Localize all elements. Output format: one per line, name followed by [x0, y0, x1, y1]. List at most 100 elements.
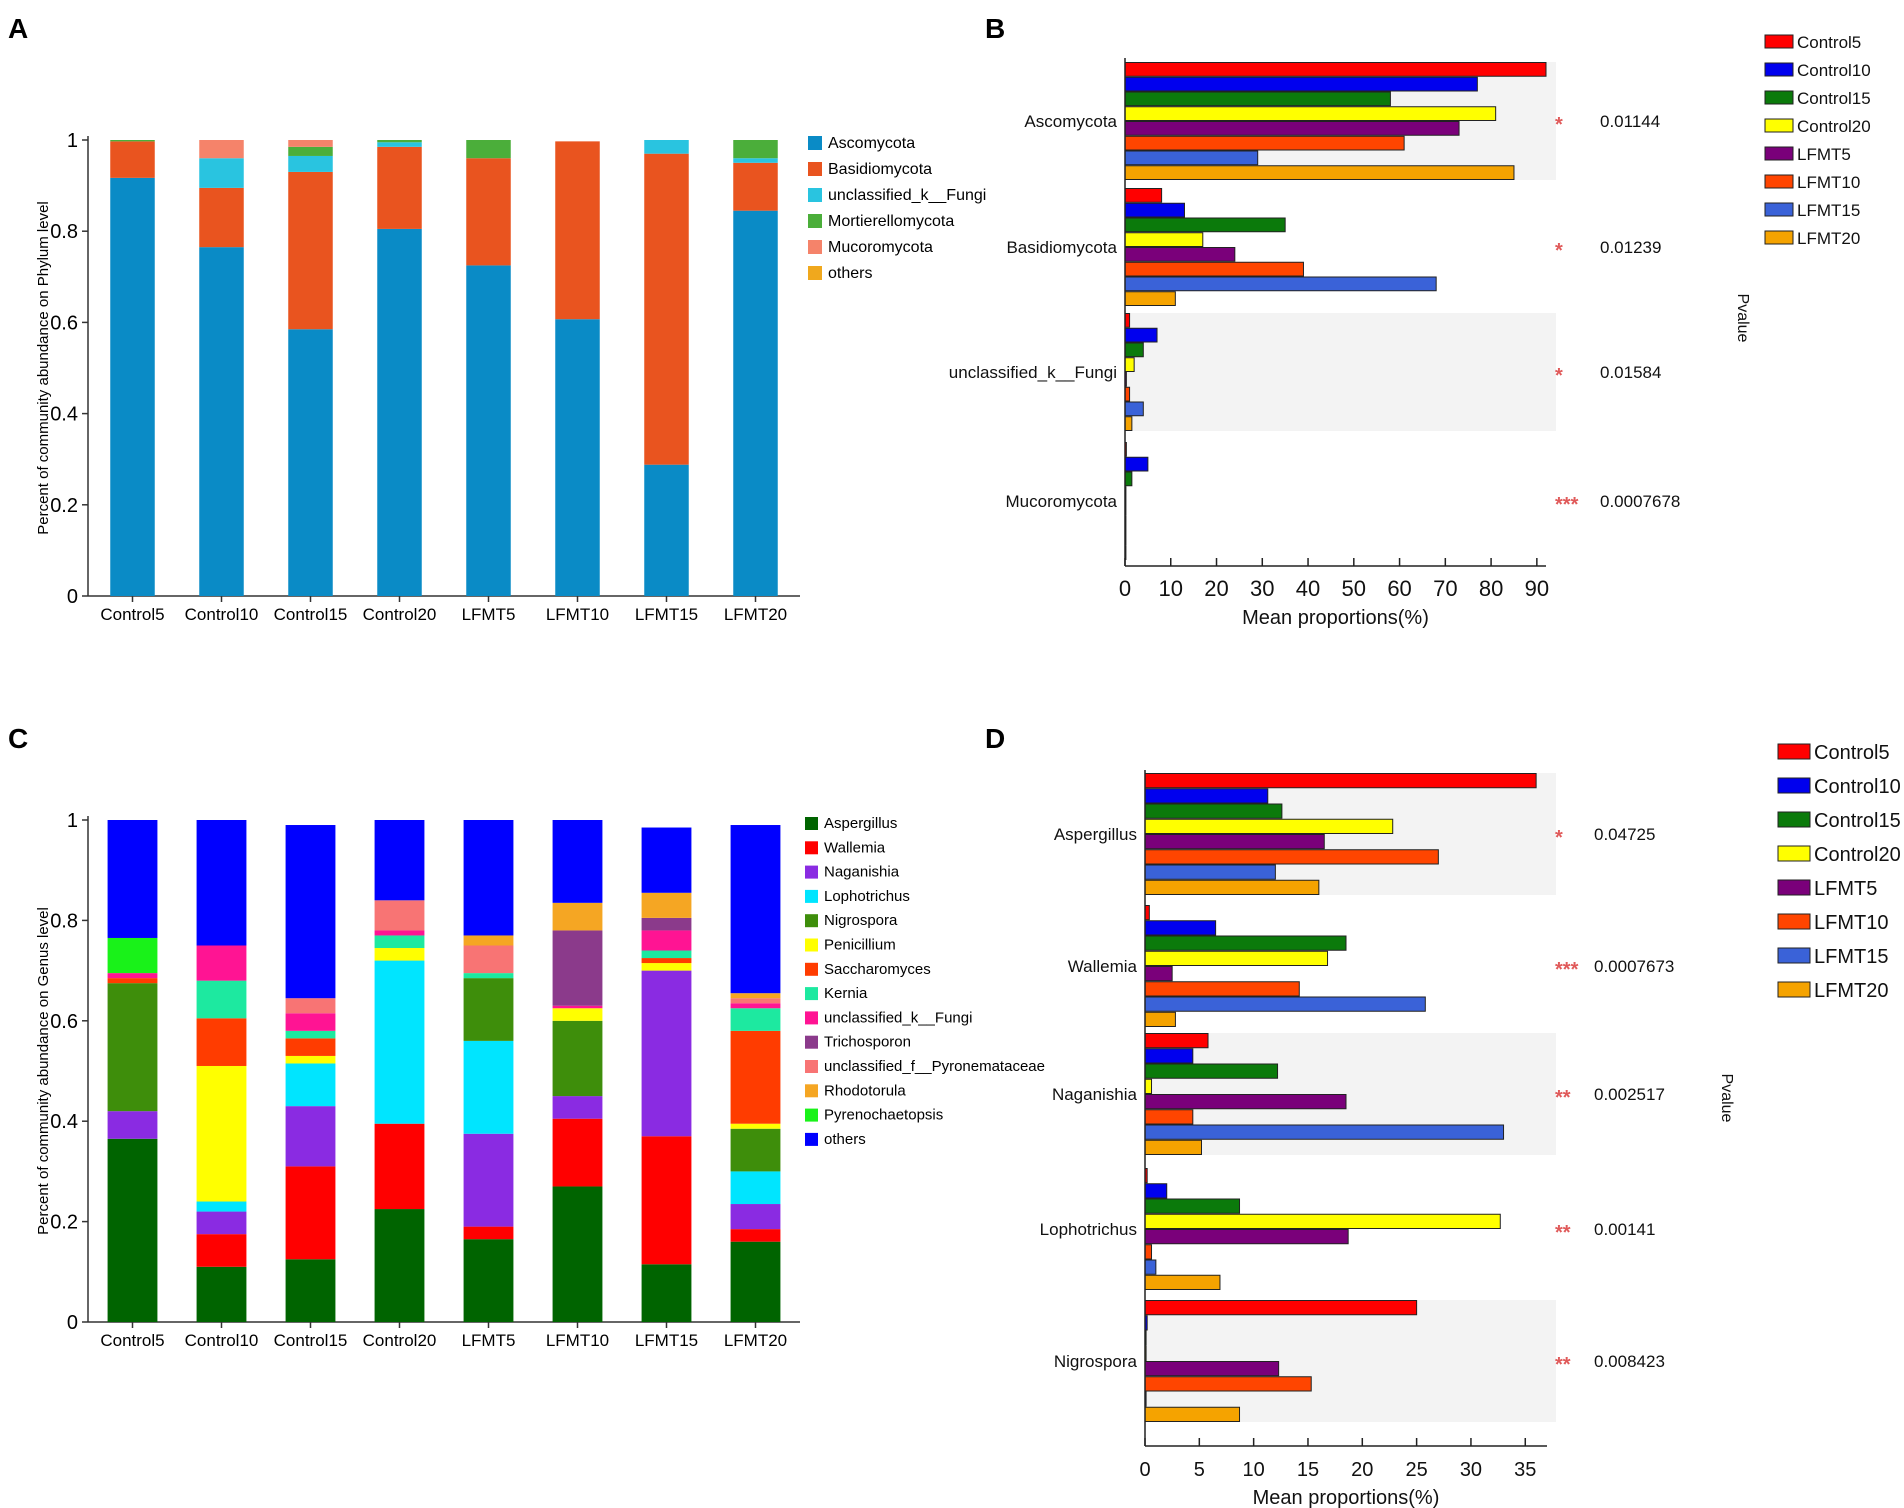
x-tick-label: Control5	[100, 1331, 164, 1350]
category-label: Aspergillus	[1054, 825, 1137, 844]
legend-swatch	[808, 240, 822, 254]
bar-segment	[730, 1171, 781, 1205]
p-value-label: 0.01584	[1600, 363, 1661, 382]
x-tick-label: 10	[1159, 576, 1183, 601]
bar	[1144, 1011, 1176, 1027]
legend-swatch	[1764, 202, 1794, 217]
panel-c-letter: C	[8, 723, 28, 754]
bar-segment	[110, 177, 155, 596]
legend-label: Pyrenochaetopsis	[824, 1107, 943, 1124]
bar-segment	[552, 1096, 603, 1119]
legend-swatch	[1777, 845, 1811, 862]
x-tick-label: Control5	[100, 605, 164, 624]
bar-segment	[374, 820, 425, 901]
bar-segment	[107, 983, 158, 1112]
category-label: Naganishia	[1052, 1085, 1138, 1104]
x-tick-label: LFMT20	[724, 605, 787, 624]
bar-segment	[641, 917, 692, 931]
bar-segment	[377, 228, 422, 597]
legend-label: Control20	[1797, 117, 1871, 136]
significance-marker: *	[1555, 240, 1563, 262]
legend-swatch	[1777, 879, 1811, 896]
category-label: Mucoromycota	[1006, 492, 1118, 511]
y-tick-label: 1	[67, 810, 78, 832]
bar-segment	[733, 210, 778, 596]
pvalue-axis-label: Pvalue	[1718, 1074, 1735, 1123]
legend-swatch	[1777, 743, 1811, 760]
category-label: Wallemia	[1068, 957, 1138, 976]
bar	[1124, 106, 1497, 121]
x-axis-label: Mean proportions(%)	[1253, 1487, 1440, 1508]
bar-segment	[107, 820, 158, 938]
legend-label: Trichosporon	[824, 1034, 911, 1051]
bar-segment	[730, 1123, 781, 1129]
bar	[1144, 996, 1426, 1012]
bar-segment	[288, 155, 333, 172]
legend-label: others	[824, 1131, 866, 1148]
significance-marker: ***	[1555, 959, 1579, 981]
bar-segment	[196, 1018, 247, 1066]
bar-segment	[377, 146, 422, 229]
legend-label: Control20	[1814, 844, 1901, 866]
legend-label: LFMT5	[1797, 145, 1851, 164]
bar	[1124, 62, 1547, 77]
significance-marker: **	[1555, 1087, 1571, 1109]
x-tick-label: 5	[1194, 1459, 1205, 1481]
bar	[1124, 232, 1204, 247]
legend-swatch	[808, 136, 822, 150]
panel-b-letter: B	[985, 13, 1005, 44]
legend-label: LFMT5	[1814, 878, 1877, 900]
x-tick-label: 30	[1460, 1459, 1482, 1481]
bar-segment	[641, 970, 692, 1137]
bar	[1124, 471, 1133, 487]
bar-segment	[199, 158, 244, 188]
chart-c: 0 0.2 0.4 0.6 0.8 1 Percent of community abund…	[35, 810, 1045, 1350]
bar	[1124, 91, 1391, 107]
p-value-label: 0.008423	[1594, 1352, 1665, 1371]
legend-label: LFMT20	[1797, 229, 1860, 248]
x-tick-label: 10	[1243, 1459, 1265, 1481]
x-tick-label: LFMT5	[462, 1331, 516, 1350]
bar-segment	[463, 973, 514, 979]
bar-segment	[199, 247, 244, 596]
x-tick-label: Control20	[363, 1331, 437, 1350]
bar-segment	[641, 930, 692, 951]
y-tick-label: 0.8	[50, 910, 78, 932]
bar	[1124, 217, 1286, 233]
legend-label: Control15	[1814, 810, 1901, 832]
legend-swatch	[805, 1035, 818, 1049]
category-label: unclassified_k__Fungi	[949, 363, 1117, 382]
bar-segment	[644, 140, 689, 154]
bar	[1124, 121, 1460, 136]
bar-segment	[552, 1020, 603, 1097]
x-tick-label: LFMT20	[724, 1331, 787, 1350]
bar	[1144, 803, 1283, 819]
legend-swatch	[805, 914, 818, 928]
bar-segment	[285, 1030, 336, 1039]
group-background	[1125, 313, 1556, 431]
y-tick-label: 0.8	[50, 221, 78, 243]
legend-swatch	[1764, 174, 1794, 189]
bar-segment	[641, 827, 692, 893]
y-tick-label: 0.6	[50, 1011, 78, 1033]
legend-label: Control5	[1814, 742, 1890, 764]
legend-label: Aspergillus	[824, 815, 897, 832]
bar-segment	[555, 319, 600, 596]
significance-marker: *	[1555, 827, 1563, 849]
x-axis-label: Mean proportions(%)	[1242, 607, 1429, 629]
bar	[1144, 1244, 1153, 1260]
bar-segment	[463, 1239, 514, 1322]
y-tick-label: 0	[67, 1312, 78, 1334]
legend-label: LFMT15	[1797, 201, 1860, 220]
significance-marker: *	[1555, 114, 1563, 136]
p-value-label: 0.002517	[1594, 1085, 1665, 1104]
category-label: Basidiomycota	[1006, 238, 1117, 257]
bar	[1144, 1300, 1418, 1316]
bar-segment	[196, 1266, 247, 1322]
legend-label: LFMT20	[1814, 980, 1888, 1002]
legend-swatch	[808, 188, 822, 202]
legend-swatch	[1777, 777, 1811, 794]
bar-segment	[107, 937, 158, 974]
bar-segment	[552, 1118, 603, 1187]
